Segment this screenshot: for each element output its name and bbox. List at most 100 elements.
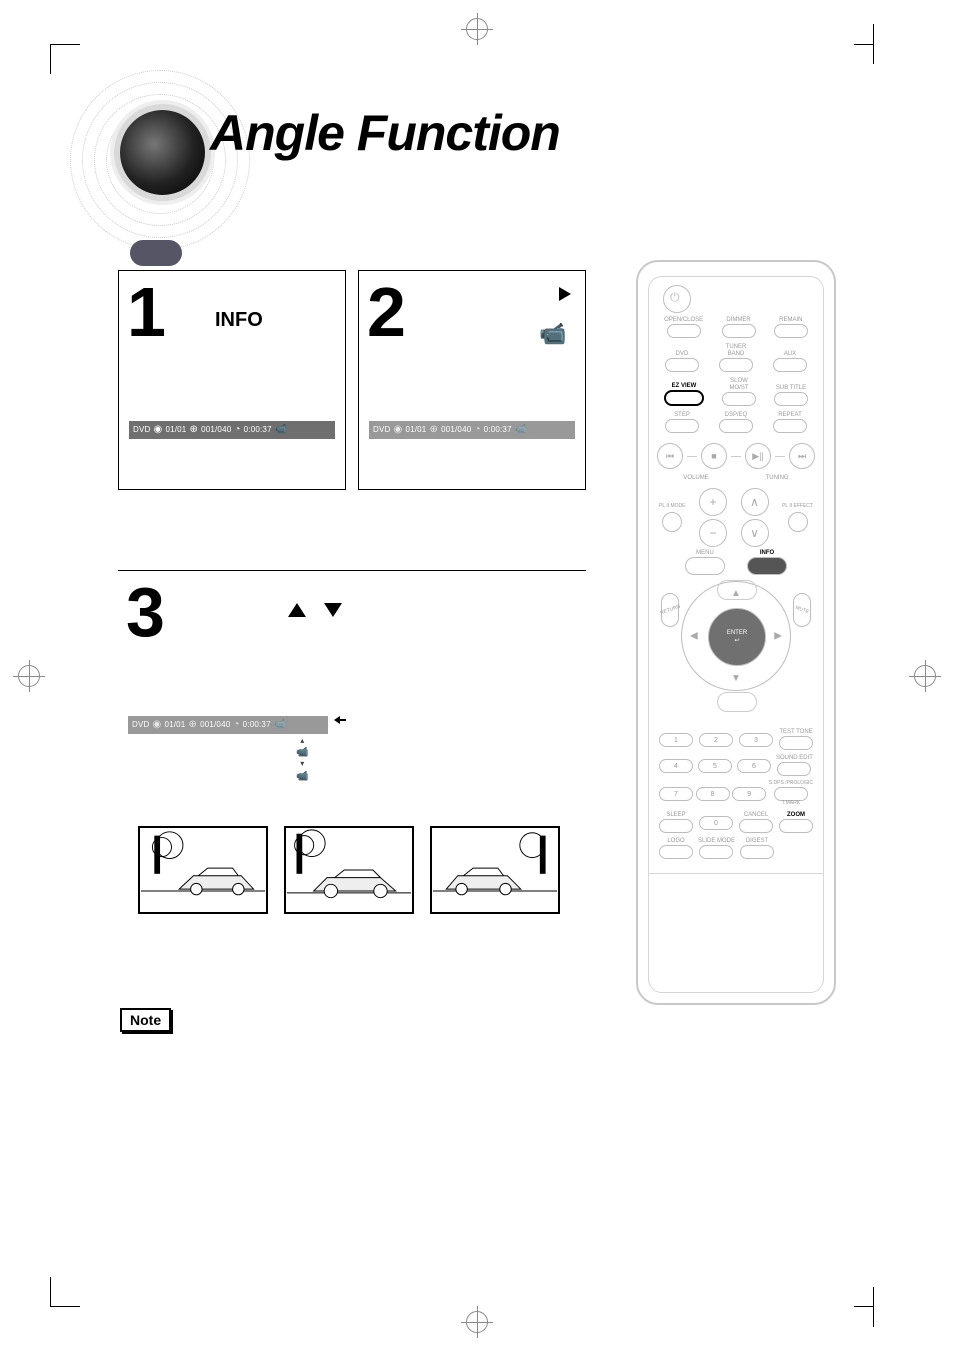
note-label: Note: [120, 1008, 171, 1032]
tuner-button[interactable]: [719, 358, 753, 372]
aux-label: AUX: [784, 351, 796, 357]
menu-button[interactable]: MENU: [685, 557, 725, 575]
key-2[interactable]: 2: [699, 733, 733, 747]
dpad-down-icon[interactable]: ▼: [731, 673, 741, 684]
volume-down-button[interactable]: −: [699, 519, 727, 547]
open-close-button[interactable]: [667, 324, 701, 338]
key-4[interactable]: 4: [659, 759, 693, 773]
disc-icon: ◉: [154, 421, 163, 439]
camera-icon: 📹: [515, 421, 528, 439]
camera-icon: 📹: [274, 716, 287, 734]
step-3-number: 3: [126, 577, 165, 647]
frame-line: [50, 44, 80, 45]
frame-line: [854, 44, 874, 45]
osd-chapter: 001/040: [200, 716, 230, 734]
dpad-left-icon[interactable]: ◀: [690, 631, 698, 642]
play-pause-button[interactable]: ▶||: [745, 443, 771, 469]
subtitle-button[interactable]: [774, 392, 808, 406]
stack-camera-icon: 📹: [296, 746, 308, 759]
key-1[interactable]: 1: [659, 733, 693, 747]
tuning-up-button[interactable]: ∧: [741, 488, 769, 516]
step-1-box: 1 INFO DVD ◉ 01/01 ⊕ 001/040 ◔ 0:00:37 📹: [118, 270, 346, 490]
return-button[interactable]: RETURN: [661, 593, 679, 627]
prev-button[interactable]: ⏮: [657, 443, 683, 469]
disc-icon: ◉: [394, 421, 403, 439]
cancel-button[interactable]: [739, 819, 773, 833]
tuner-label: TUNER: [726, 344, 747, 350]
slide-button[interactable]: [699, 845, 733, 859]
step-3-arrow-icons: [288, 603, 342, 622]
arrow-up-icon: [288, 603, 306, 617]
slide-label: SLIDE MODE: [698, 838, 735, 844]
crop-mark-bottom: [466, 1311, 488, 1333]
frame-line: [50, 1306, 80, 1307]
test-tone-button[interactable]: [779, 736, 813, 750]
remain-button[interactable]: [774, 324, 808, 338]
remote-divider: [649, 873, 823, 874]
info-button[interactable]: INFO: [747, 557, 787, 575]
globe-icon: ⊕: [189, 421, 198, 439]
step-2-number: 2: [367, 277, 406, 347]
enter-button[interactable]: ENTER ↩: [708, 608, 766, 666]
key-0[interactable]: 0: [699, 816, 733, 830]
mute-button[interactable]: MUTE: [793, 593, 811, 627]
frame-line: [873, 24, 874, 64]
info-label: INFO: [760, 550, 774, 556]
key-8[interactable]: 8: [696, 787, 730, 801]
slow-button[interactable]: [722, 392, 756, 406]
pl2-mode-label: PL II MODE: [659, 503, 686, 509]
step-2-camera-icon: 📹: [539, 321, 566, 347]
pl2-effect-button[interactable]: [788, 512, 808, 532]
key-5[interactable]: 5: [698, 759, 732, 773]
osd-bar-2: DVD ◉ 01/01 ⊕ 001/040 ◔ 0:00:37 📹: [369, 421, 575, 439]
stop-button[interactable]: ■: [701, 443, 727, 469]
band-label: BAND: [728, 351, 745, 357]
globe-icon: ⊕: [429, 421, 438, 439]
key-3[interactable]: 3: [739, 733, 773, 747]
ezview-button[interactable]: [664, 390, 704, 406]
remote-control: OPEN/CLOSE DIMMER REMAIN DVD TUNERBAND A…: [636, 260, 836, 1005]
sdps-button[interactable]: [774, 787, 808, 801]
logo-button[interactable]: [659, 845, 693, 859]
zoom-button[interactable]: [779, 819, 813, 833]
ezview-label: EZ VIEW: [672, 383, 697, 389]
dpad-up-icon[interactable]: ▲: [731, 588, 741, 599]
clock-icon: ◔: [474, 421, 480, 439]
power-button[interactable]: [663, 285, 691, 313]
dvd-label: DVD: [676, 351, 689, 357]
pl2-mode-button[interactable]: [662, 512, 682, 532]
zoom-label: ZOOM: [787, 812, 805, 818]
cancel-label: CANCEL: [744, 812, 768, 818]
clock-icon: ◔: [234, 421, 240, 439]
dimmer-button[interactable]: [722, 324, 756, 338]
osd-bar-1: DVD ◉ 01/01 ⊕ 001/040 ◔ 0:00:37 📹: [129, 421, 335, 439]
test-tone-label: TEST TONE: [779, 729, 812, 735]
open-close-label: OPEN/CLOSE: [664, 317, 703, 323]
pl2-effect-label: PL II EFFECT: [782, 503, 813, 509]
digest-label: DIGEST: [746, 838, 768, 844]
dvd-button[interactable]: [665, 358, 699, 372]
dspeq-button[interactable]: [719, 419, 753, 433]
digest-button[interactable]: [740, 845, 774, 859]
sound-edit-button[interactable]: [777, 762, 811, 776]
key-6[interactable]: 6: [737, 759, 771, 773]
logo-label: LOGO: [667, 838, 684, 844]
camera-angle-stack: ▴ 📹 ▾ 📹: [296, 736, 308, 783]
repeat-button[interactable]: [773, 419, 807, 433]
key-7[interactable]: 7: [659, 787, 693, 801]
crop-mark-right: [914, 665, 936, 687]
step-button[interactable]: [665, 419, 699, 433]
key-9[interactable]: 9: [732, 787, 766, 801]
volume-up-button[interactable]: +: [699, 488, 727, 516]
sleep-button[interactable]: [659, 819, 693, 833]
tuning-down-button[interactable]: ∨: [741, 519, 769, 547]
next-button[interactable]: ⏭: [789, 443, 815, 469]
dpad: RETURN MUTE ▲ ▼ ◀ ▶ ENTER ↩: [661, 581, 811, 711]
tuning-label: TUNING: [766, 475, 789, 481]
sleep-label: SLEEP: [666, 812, 685, 818]
aux-button[interactable]: [773, 358, 807, 372]
page-header: Angle Function: [60, 60, 894, 230]
dpad-bottom-seg[interactable]: [717, 692, 757, 712]
page-title: Angle Function: [210, 104, 560, 162]
dpad-right-icon[interactable]: ▶: [774, 631, 782, 642]
